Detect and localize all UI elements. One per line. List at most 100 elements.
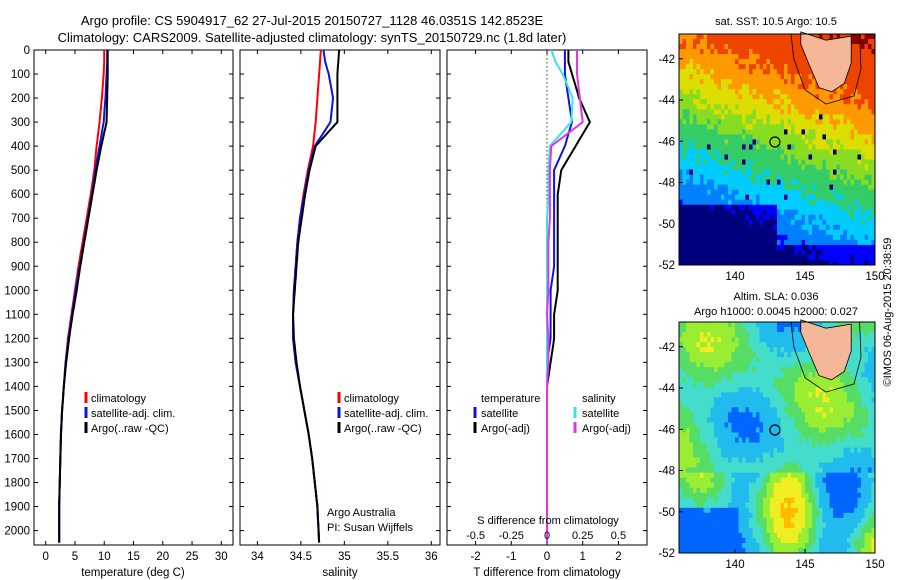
map-cell [721,382,725,388]
map-cell [815,372,820,378]
map-cell [843,199,848,206]
map-cell [784,492,788,499]
map-cell [696,442,701,448]
map-cell [794,402,799,408]
map-cell [717,362,722,368]
map-cell [703,482,708,489]
map-cell [710,457,715,464]
map-cell [742,507,746,514]
map-cell [833,244,837,251]
map-cell [707,79,711,85]
map-cell [710,199,715,206]
map-cell [759,139,764,145]
map-cell [857,259,862,266]
map-cell [794,79,799,85]
map-cell [777,149,781,155]
map-cell [703,382,708,388]
map-cell [686,54,690,60]
map-cell [700,104,704,110]
map-cell [840,507,844,514]
map-cell [752,487,757,494]
map-cell [745,432,750,438]
map-cell [843,412,848,418]
map-cell [861,64,865,70]
map-cell [742,159,746,165]
map-cell [840,209,844,216]
map-cell [868,467,872,474]
legend-temperature-header: temperature [481,393,540,405]
map-cell [724,84,729,90]
map-cell [745,109,750,115]
map-cell [738,337,743,343]
map-cell [847,154,851,160]
map-cell [717,412,722,418]
map-cell [742,377,746,383]
map-cell [763,44,767,50]
map-cell [693,139,697,145]
map-cell [745,34,750,40]
map-cell [738,382,743,388]
map-cell [724,154,729,160]
map-cell [756,437,760,443]
map-cell [812,104,816,110]
map-cell [868,189,872,196]
map-cell [857,377,862,383]
map-cell [833,377,837,383]
map-cell [784,482,788,489]
map-cell [836,189,841,196]
map-cell [710,44,715,50]
map-cell [735,119,739,125]
map-cell [717,39,722,45]
map-cell [773,124,778,130]
map-cell [721,44,725,50]
map-cell [679,357,683,363]
map-cell [766,89,771,95]
map-cell [742,357,746,363]
map-cell [752,214,757,221]
map-cell [763,472,767,479]
map-cell [794,179,799,186]
map-cell [791,94,795,100]
map-cell [836,149,841,155]
map-cell [749,194,753,201]
map-cell [777,194,781,201]
map-cell [791,174,795,181]
map-cell [703,164,708,170]
map-cell [798,134,802,140]
map-cell [710,362,715,368]
map-cell [707,74,711,80]
map-cell [763,442,767,448]
map-cell [840,497,844,504]
map-cell [805,457,809,464]
map-cell [752,447,757,453]
map-cell [819,214,823,221]
map-cell [773,219,778,226]
map-cell [745,357,750,363]
map-cell [763,149,767,155]
map-cell [777,472,781,479]
map-cell [864,164,869,170]
map-cell [836,164,841,170]
map-cell [766,149,771,155]
map-cell [710,472,715,479]
map-cell [854,149,858,155]
map-cell [819,497,823,504]
map-cell [773,382,778,388]
map-cell [773,229,778,236]
map-cell [787,169,792,176]
map-cell [770,49,774,55]
map-cell [819,244,823,251]
map-cell [682,89,687,95]
map-cell [759,392,764,398]
map-cell [759,219,764,226]
x-tick-label: 25 [186,551,199,563]
map-cell [871,39,876,45]
map-cell [682,224,687,231]
map-cell [805,254,809,261]
map-cell [805,432,809,438]
map-cell [822,254,827,261]
map-cell [717,214,722,221]
map-cell [689,34,694,40]
map-cell [738,487,743,494]
map-cell [703,89,708,95]
